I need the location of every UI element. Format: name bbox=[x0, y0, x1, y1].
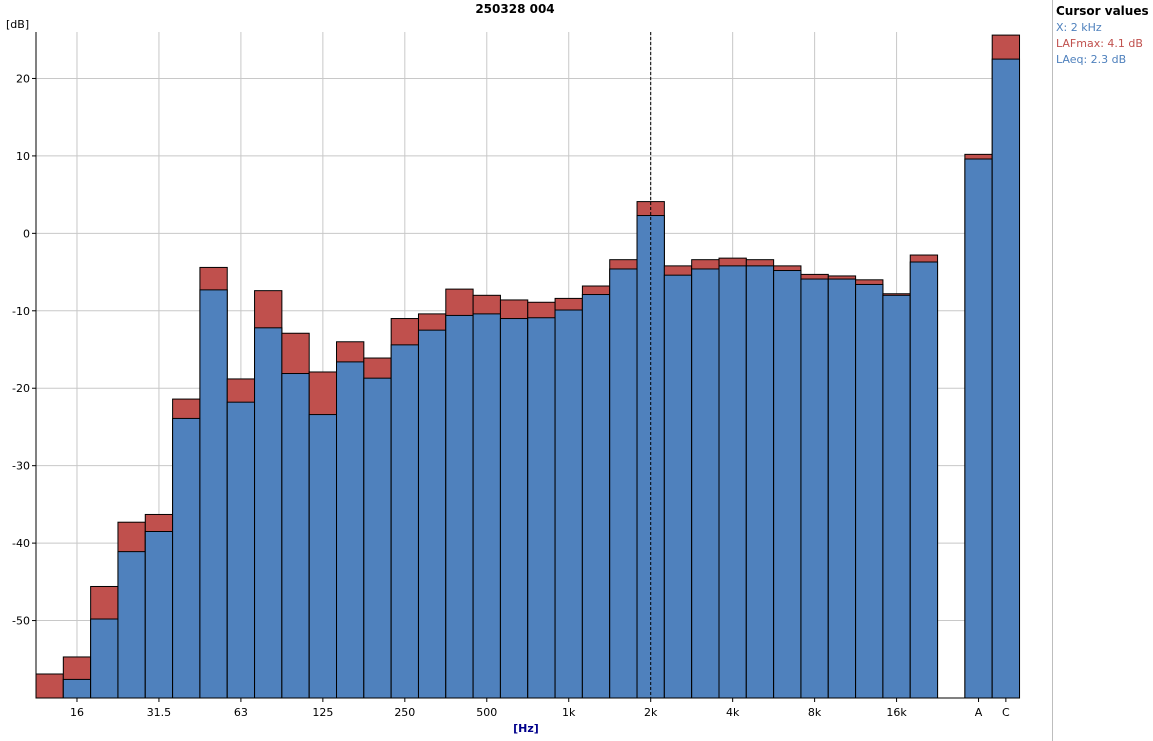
laeq-bar bbox=[199, 289, 228, 699]
laeq-bar bbox=[691, 268, 720, 699]
x-tick-label: A bbox=[975, 706, 983, 719]
laeq-bar bbox=[62, 678, 92, 699]
y-tick-label: -10 bbox=[12, 305, 30, 318]
lafmax-bar bbox=[35, 673, 64, 699]
x-tick-label: 8k bbox=[808, 706, 822, 719]
spectrum-chart: -50 -40 -30 -20 -10 0 10 20 16 31.5 63 125 250 500 1k 2… bbox=[12, 32, 1021, 719]
laeq-bar bbox=[581, 294, 611, 699]
laeq-bar bbox=[855, 283, 884, 699]
laeq-bar bbox=[417, 329, 447, 699]
cursor-values-title: Cursor values bbox=[1056, 4, 1149, 18]
laeq-bar bbox=[991, 58, 1021, 699]
laeq-bar bbox=[882, 294, 911, 699]
x-tick-label: C bbox=[1002, 706, 1010, 719]
y-axis-unit-label: [dB] bbox=[6, 18, 30, 31]
y-tick-label: 10 bbox=[16, 150, 30, 163]
x-tick-label: 31.5 bbox=[147, 706, 172, 719]
x-tick-label: 16k bbox=[886, 706, 907, 719]
laeq-bar bbox=[827, 278, 857, 699]
laeq-bar bbox=[909, 261, 939, 699]
cursor-x-value: X: 2 kHz bbox=[1056, 21, 1102, 34]
laeq-bar bbox=[172, 417, 201, 699]
laeq-bar bbox=[336, 361, 365, 699]
laeq-bar bbox=[773, 270, 802, 699]
laeq-bar bbox=[745, 265, 775, 699]
chart-title: 250328 004 bbox=[475, 2, 555, 16]
x-tick-label: 16 bbox=[70, 706, 84, 719]
x-tick-label: 4k bbox=[726, 706, 740, 719]
x-tick-label: 63 bbox=[234, 706, 248, 719]
x-tick-label: 1k bbox=[562, 706, 576, 719]
laeq-bar bbox=[90, 618, 119, 699]
cursor-lafmax-value: LAFmax: 4.1 dB bbox=[1056, 37, 1143, 50]
x-axis-unit-label: [Hz] bbox=[513, 722, 539, 735]
laeq-bar bbox=[472, 313, 501, 699]
y-tick-label: -50 bbox=[12, 615, 30, 628]
laeq-bar bbox=[964, 158, 993, 699]
cursor-laeq-value: LAeq: 2.3 dB bbox=[1056, 53, 1127, 66]
laeq-bar bbox=[281, 373, 310, 699]
laeq-bar bbox=[718, 265, 747, 699]
y-tick-label: 0 bbox=[23, 227, 30, 240]
laeq-bar bbox=[663, 274, 693, 699]
laeq-bar bbox=[609, 268, 638, 699]
laeq-bar bbox=[144, 531, 174, 699]
laeq-bar bbox=[800, 278, 829, 699]
laeq-bar bbox=[445, 314, 474, 699]
laeq-bar bbox=[363, 377, 392, 699]
laeq-bar bbox=[117, 551, 146, 699]
y-tick-label: 20 bbox=[16, 72, 30, 85]
cursor-values-panel: Cursor values X: 2 kHz LAFmax: 4.1 dB LA… bbox=[1052, 0, 1153, 741]
y-tick-label: -30 bbox=[12, 460, 30, 473]
laeq-bar bbox=[499, 318, 529, 699]
laeq-bar bbox=[527, 317, 556, 699]
laeq-bar bbox=[308, 414, 338, 699]
x-tick-label: 500 bbox=[476, 706, 497, 719]
y-tick-label: -20 bbox=[12, 382, 30, 395]
x-tick-label: 125 bbox=[312, 706, 333, 719]
laeq-bar bbox=[254, 327, 283, 699]
x-tick-label: 2k bbox=[644, 706, 658, 719]
laeq-bar bbox=[390, 344, 419, 699]
laeq-bar bbox=[226, 401, 256, 699]
y-tick-label: -40 bbox=[12, 537, 30, 550]
x-tick-label: 250 bbox=[394, 706, 415, 719]
laeq-bar bbox=[554, 309, 583, 699]
